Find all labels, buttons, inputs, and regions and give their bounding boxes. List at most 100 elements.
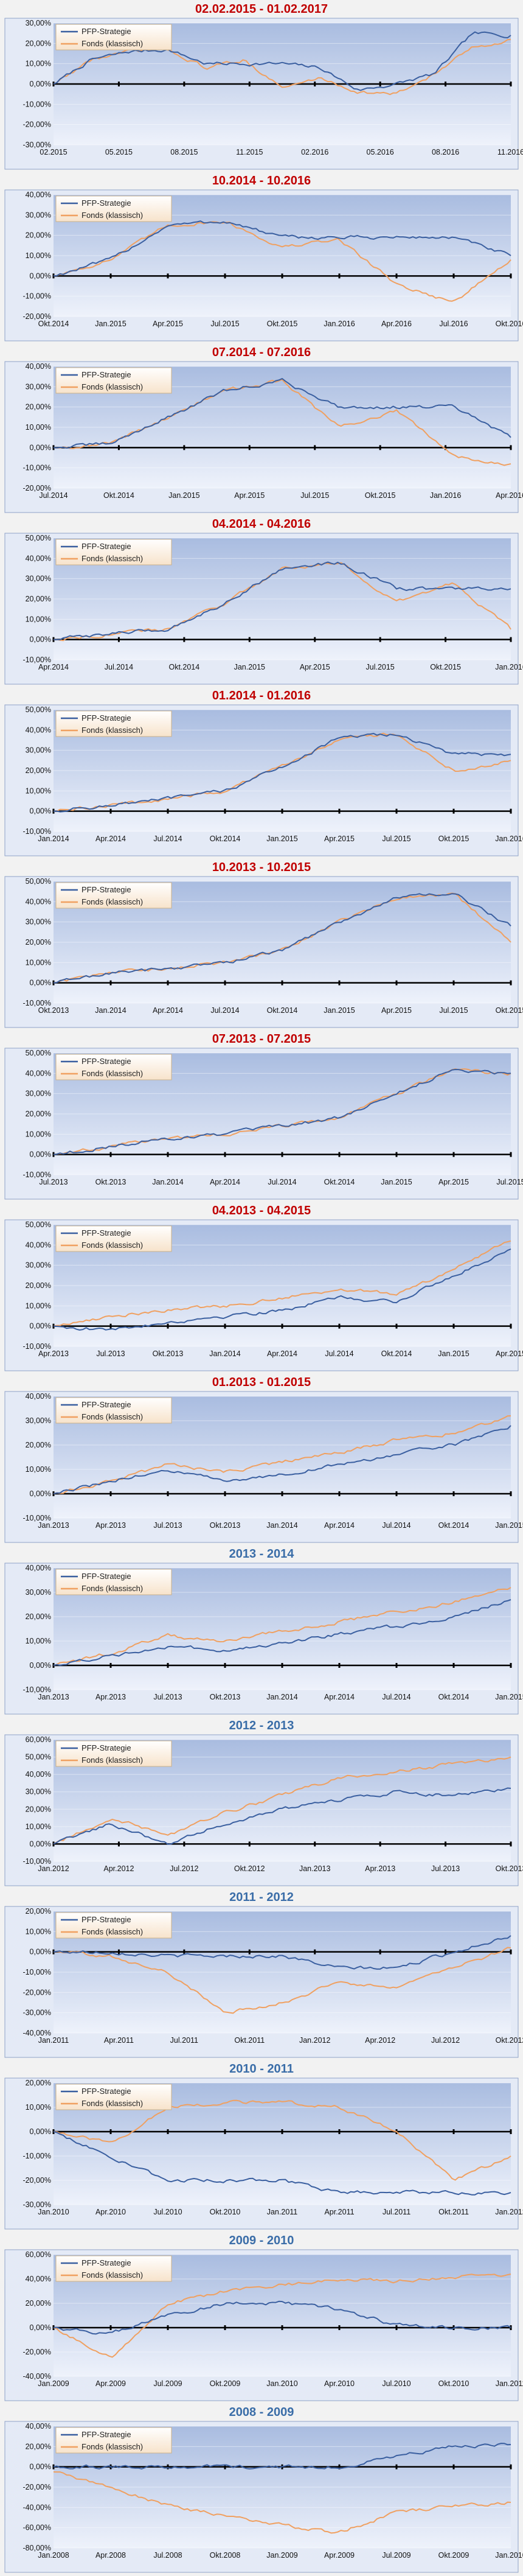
y-tick-label: 0,00% <box>30 1322 51 1331</box>
x-tick-label: Jan.2014 <box>38 835 69 843</box>
chart-title: 01.2013 - 01.2015 <box>212 1376 311 1389</box>
y-tick-label: -20,00% <box>23 1988 51 1997</box>
chart-title: 10.2014 - 10.2016 <box>212 174 311 187</box>
y-tick-label: -20,00% <box>23 312 51 321</box>
y-tick-label: 60,00% <box>26 1735 51 1744</box>
x-tick-label: Jul.2014 <box>382 1521 410 1530</box>
y-tick-label: 0,00% <box>30 1948 51 1956</box>
x-tick-label: Okt.2014 <box>438 1693 469 1701</box>
legend-label-pfp-strategie: PFP-Strategie <box>81 713 131 723</box>
line-chart: 40,00% 20,00% 0,00% -20,00% -40,00% -60,00% -8… <box>4 2421 523 2573</box>
x-tick-label: Apr.2015 <box>381 1006 412 1015</box>
y-tick-label: 20,00% <box>26 1110 51 1118</box>
x-tick-label: Apr.2015 <box>300 663 330 671</box>
x-tick-label: Apr.2013 <box>365 1864 395 1873</box>
y-tick-label: 50,00% <box>26 705 51 714</box>
y-tick-label: 10,00% <box>26 1927 51 1936</box>
x-tick-label: Apr.2016 <box>381 320 412 328</box>
y-tick-label: 10,00% <box>26 1637 51 1645</box>
y-tick-label: -10,00% <box>23 1857 51 1866</box>
x-tick-label: 02.2016 <box>301 148 328 156</box>
y-tick-label: 20,00% <box>26 595 51 603</box>
legend-box <box>55 1740 172 1767</box>
line-chart: 50,00% 40,00% 30,00% 20,00% 10,00% 0,00% -10,0… <box>4 533 523 685</box>
y-tick-label: 0,00% <box>30 1839 51 1848</box>
x-tick-label: Jul.2014 <box>268 1178 296 1186</box>
y-tick-label: -80,00% <box>23 2544 51 2552</box>
chart-title: 2011 - 2012 <box>229 1891 294 1904</box>
legend-label-pfp-strategie: PFP-Strategie <box>81 2087 131 2096</box>
y-tick-label: -10,00% <box>23 1968 51 1976</box>
series-line-fonds-klassisch <box>53 1240 511 1327</box>
y-tick-label: 50,00% <box>26 1220 51 1229</box>
x-tick-label: Apr.2010 <box>324 2379 355 2388</box>
x-tick-label: Jan.2014 <box>266 1521 297 1530</box>
x-tick-label: Apr.2015 <box>234 491 265 500</box>
line-chart: 50,00% 40,00% 30,00% 20,00% 10,00% 0,00% -10,0… <box>4 1048 523 1200</box>
x-tick-label: Jul.2012 <box>170 1864 198 1873</box>
legend-label-fonds-klassisch: Fonds (klassisch) <box>81 2442 143 2451</box>
x-tick-label: 05.2015 <box>105 148 133 156</box>
x-tick-label: Okt.2013 <box>210 1693 241 1701</box>
series-line-fonds-klassisch <box>53 1756 511 1845</box>
x-tick-label: Okt.2014 <box>103 491 134 500</box>
series-line-fonds-klassisch <box>53 892 511 984</box>
x-tick-label: Okt.2014 <box>438 1521 469 1530</box>
y-tick-label: 40,00% <box>26 191 51 199</box>
legend-box <box>55 2255 172 2282</box>
x-tick-label: Okt.2009 <box>438 2551 469 2560</box>
y-tick-label: 40,00% <box>26 554 51 562</box>
y-tick-label: -10,00% <box>23 100 51 108</box>
x-tick-label: Apr.2008 <box>95 2551 126 2560</box>
x-tick-label: Jan.2015 <box>266 835 297 843</box>
y-tick-label: -20,00% <box>23 2176 51 2185</box>
x-tick-label: 02.2015 <box>40 148 67 156</box>
line-chart: 50,00% 40,00% 30,00% 20,00% 10,00% 0,00% -10,0… <box>4 876 523 1028</box>
y-tick-label: 20,00% <box>26 1805 51 1813</box>
x-tick-label: Jan.2011 <box>38 2036 69 2045</box>
x-tick-label: 11.2016 <box>497 148 523 156</box>
legend-box <box>55 882 172 909</box>
line-chart: 20,00%10,00%0,00%-10,00%-20,00%-30,00%Ja… <box>4 2077 523 2230</box>
x-tick-label: Jul.2013 <box>39 1178 68 1186</box>
chart-title: 2009 - 2010 <box>229 2234 294 2247</box>
x-tick-label: Jan.2015 <box>324 1006 355 1015</box>
legend-label-pfp-strategie: PFP-Strategie <box>81 198 131 208</box>
line-chart: 40,00%30,00%20,00%10,00%0,00%-10,00%Jan.… <box>4 1563 523 1715</box>
legend-label-fonds-klassisch: Fonds (klassisch) <box>81 382 143 391</box>
series-line-fonds-klassisch <box>53 562 511 642</box>
series-line-fonds-klassisch <box>53 1587 511 1666</box>
y-tick-label: 50,00% <box>26 1049 51 1057</box>
series-line-fonds-klassisch <box>53 2273 511 2358</box>
chart-panel: 07.2014 - 07.2016 40,00% 30,00% 20,00% 10,00… <box>0 343 523 514</box>
y-tick-label: -40,00% <box>23 2029 51 2037</box>
x-tick-label: Okt.2014 <box>324 1178 355 1186</box>
x-tick-label: Apr.2014 <box>95 835 126 843</box>
legend-label-pfp-strategie: PFP-Strategie <box>81 370 131 379</box>
legend-label-fonds-klassisch: Fonds (klassisch) <box>81 1584 143 1593</box>
y-tick-label: -10,00% <box>23 1171 51 1179</box>
chart-panel: 10.2014 - 10.2016 40,00% 30,00% 20,00% 10,00… <box>0 172 523 343</box>
legend-box <box>55 195 172 222</box>
y-tick-label: 10,00% <box>26 786 51 795</box>
y-tick-label: 0,00% <box>30 1661 51 1670</box>
x-tick-label: Okt.2013 <box>153 1349 184 1358</box>
x-tick-label: Jan.2009 <box>38 2379 69 2388</box>
series-line-fonds-klassisch <box>53 221 511 302</box>
legend-label-fonds-klassisch: Fonds (klassisch) <box>81 897 143 906</box>
x-tick-label: Apr.2015 <box>324 835 355 843</box>
y-tick-label: 10,00% <box>26 615 51 623</box>
legend-label-fonds-klassisch: Fonds (klassisch) <box>81 1069 143 1078</box>
chart-title: 04.2013 - 04.2015 <box>212 1204 311 1217</box>
legend-box <box>55 539 172 565</box>
chart-title: 2008 - 2009 <box>229 2406 294 2419</box>
y-tick-label: 30,00% <box>26 211 51 219</box>
legend-box <box>55 1397 172 1424</box>
legend-label-pfp-strategie: PFP-Strategie <box>81 27 131 36</box>
chart-title: 04.2014 - 04.2016 <box>212 517 311 531</box>
series-line-pfp-strategie <box>53 1935 511 1970</box>
x-tick-label: Okt.2013 <box>210 1521 241 1530</box>
line-chart: 60,00% 50,00% 40,00% 30,00% 20,00% 10,00% 0,00… <box>4 1734 523 1886</box>
y-tick-label: 0,00% <box>30 2323 51 2332</box>
